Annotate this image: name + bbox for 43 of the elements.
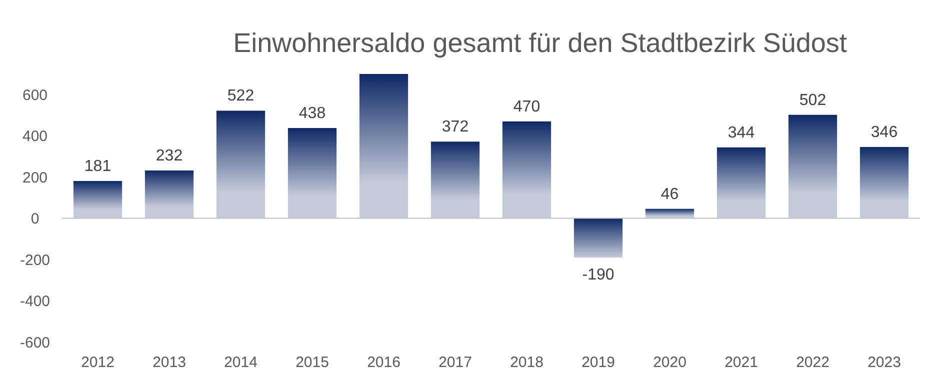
y-tick-label: 600 xyxy=(22,86,48,104)
y-tick-label: 400 xyxy=(22,128,48,146)
data-label: 232 xyxy=(156,147,183,164)
chart-title: Einwohnersaldo gesamt für den Stadtbezirk Südost xyxy=(233,28,848,58)
data-label: 181 xyxy=(84,158,112,175)
bar xyxy=(645,208,694,218)
data-label: 522 xyxy=(227,88,254,105)
y-tick-label: 0 xyxy=(30,210,40,228)
bar xyxy=(788,114,838,218)
x-tick-label: 2022 xyxy=(796,354,830,371)
x-tick-label: 2012 xyxy=(81,354,114,371)
bar xyxy=(288,128,337,218)
bar xyxy=(716,147,766,218)
bar xyxy=(860,146,909,218)
x-tick-label: 2015 xyxy=(296,354,329,371)
y-tick-label: -400 xyxy=(20,293,50,310)
data-label: 346 xyxy=(870,124,898,141)
data-label: 372 xyxy=(442,118,469,136)
bar xyxy=(502,121,552,218)
data-label: 46 xyxy=(660,186,679,203)
bar xyxy=(73,180,122,218)
x-tick-label: 2016 xyxy=(367,354,400,371)
data-label: -190 xyxy=(582,266,614,284)
x-tick-label: 2014 xyxy=(224,354,258,371)
x-tick-label: 2021 xyxy=(724,354,758,371)
data-label: 470 xyxy=(513,98,540,116)
y-tick-label: 200 xyxy=(22,169,48,186)
y-tick-label: -200 xyxy=(20,252,50,269)
x-tick-label: 2013 xyxy=(152,354,186,371)
x-tick-label: 2017 xyxy=(438,354,472,371)
data-label: 344 xyxy=(728,124,755,142)
y-tick-label: -600 xyxy=(20,334,50,352)
x-tick-label: 2019 xyxy=(582,354,615,371)
bar xyxy=(216,110,266,218)
bar xyxy=(430,142,480,218)
bar xyxy=(359,74,408,218)
x-tick-label: 2023 xyxy=(868,354,901,371)
data-label: 502 xyxy=(799,92,826,109)
x-tick-label: 2018 xyxy=(510,354,544,371)
bar xyxy=(574,218,623,258)
bar xyxy=(144,170,194,218)
x-tick-label: 2020 xyxy=(653,354,686,371)
data-label: 438 xyxy=(298,105,326,122)
